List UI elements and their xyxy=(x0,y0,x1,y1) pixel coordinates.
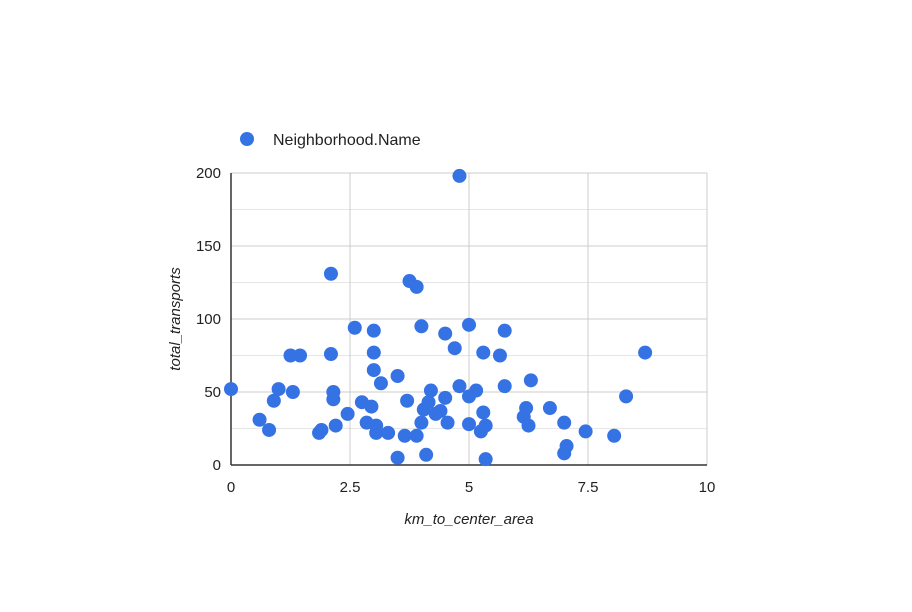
data-point xyxy=(452,379,467,394)
data-point xyxy=(400,393,415,408)
x-tick-label: 0 xyxy=(227,479,235,496)
data-point xyxy=(476,405,491,420)
data-point xyxy=(340,406,355,421)
data-point xyxy=(347,320,362,335)
data-point xyxy=(497,323,512,338)
data-point xyxy=(438,390,453,405)
data-point xyxy=(397,428,412,443)
data-point xyxy=(390,450,405,465)
data-point xyxy=(523,373,538,388)
data-point xyxy=(433,403,448,418)
data-point xyxy=(521,418,536,433)
data-point xyxy=(409,279,424,294)
data-point xyxy=(607,428,622,443)
y-tick-label: 150 xyxy=(196,238,221,255)
data-point xyxy=(366,345,381,360)
data-point xyxy=(271,382,286,397)
data-point xyxy=(414,319,429,334)
data-point xyxy=(224,382,238,397)
data-point xyxy=(578,424,593,439)
data-point xyxy=(323,266,338,281)
data-point xyxy=(557,415,572,430)
data-point xyxy=(381,425,396,440)
data-point xyxy=(266,393,281,408)
y-tick-label: 100 xyxy=(196,311,221,328)
data-point xyxy=(409,428,424,443)
data-point xyxy=(469,383,484,398)
data-point xyxy=(369,425,384,440)
data-point xyxy=(285,385,300,399)
data-point xyxy=(452,168,467,183)
data-point xyxy=(478,452,493,467)
data-point xyxy=(390,368,405,383)
x-axis-ticks: 0 2.5 5 7.5 10 xyxy=(227,479,716,496)
data-point xyxy=(323,347,338,362)
y-axis-title: total_transports xyxy=(167,267,184,371)
legend-label: Neighborhood.Name xyxy=(273,132,421,149)
data-point xyxy=(423,383,438,398)
x-tick-label: 7.5 xyxy=(578,479,599,496)
data-point xyxy=(262,422,277,437)
y-tick-label: 0 xyxy=(213,457,221,474)
y-tick-label: 50 xyxy=(204,384,221,401)
data-point xyxy=(293,348,308,363)
data-point xyxy=(476,345,491,360)
data-point xyxy=(438,326,453,341)
data-point xyxy=(366,363,381,378)
data-point xyxy=(462,417,476,432)
data-points xyxy=(224,168,653,467)
data-point xyxy=(252,412,267,427)
y-tick-label: 200 xyxy=(196,165,221,182)
x-tick-label: 5 xyxy=(465,479,473,496)
data-point xyxy=(478,418,493,433)
y-axis-ticks: 0 50 100 150 200 xyxy=(196,165,221,474)
legend: Neighborhood.Name xyxy=(240,132,421,149)
data-point xyxy=(419,447,434,462)
data-point xyxy=(559,439,574,454)
data-point xyxy=(364,399,379,414)
data-point xyxy=(638,345,653,360)
data-point xyxy=(440,415,455,430)
legend-marker xyxy=(240,132,254,146)
data-point xyxy=(519,401,534,416)
data-point xyxy=(447,341,462,356)
data-point xyxy=(462,317,476,332)
data-point xyxy=(373,376,388,391)
data-point xyxy=(328,418,343,433)
x-tick-label: 2.5 xyxy=(340,479,361,496)
data-point xyxy=(497,379,512,394)
axes xyxy=(230,173,707,466)
data-point xyxy=(326,392,341,407)
x-tick-label: 10 xyxy=(699,479,716,496)
data-point xyxy=(314,422,329,437)
data-point xyxy=(421,395,436,410)
x-axis-title: km_to_center_area xyxy=(404,511,533,528)
data-point xyxy=(366,323,381,338)
data-point xyxy=(492,348,507,363)
data-point xyxy=(414,415,429,430)
data-point xyxy=(619,389,634,404)
data-point xyxy=(542,401,557,416)
